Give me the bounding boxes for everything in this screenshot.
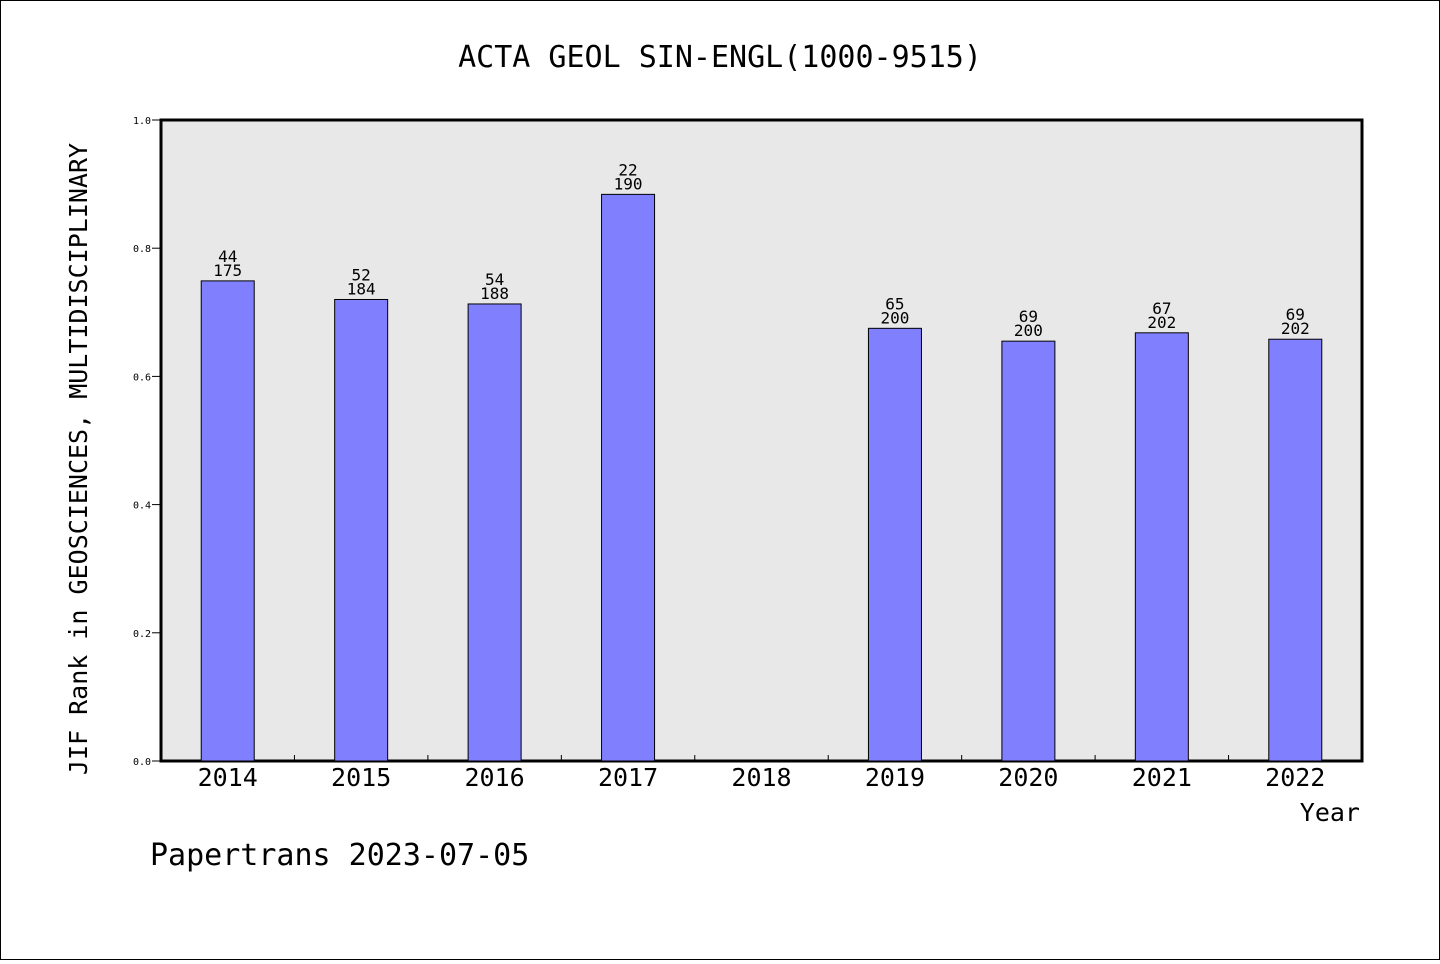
bar-rank-label: 69 <box>1286 305 1305 324</box>
bar-total-label: 200 <box>1014 321 1043 340</box>
bar-rank-label: 69 <box>1019 307 1038 326</box>
x-tick-label: 2021 <box>1132 763 1192 792</box>
bar-total-label: 202 <box>1147 313 1176 332</box>
y-axis-ticks: 0.0 0.2 0.4 0.6 0.8 1.0 <box>133 116 161 768</box>
x-tick-label: 2015 <box>331 763 391 792</box>
bar-2022 <box>1268 338 1323 762</box>
bar-total-label: 175 <box>213 261 242 280</box>
bar-2021 <box>1134 332 1189 762</box>
bar-2019 <box>867 327 922 762</box>
x-tick-label: 2019 <box>865 763 925 792</box>
bar-rank-label: 44 <box>218 247 237 266</box>
bar-total-label: 190 <box>614 174 643 193</box>
x-tick-label: 2016 <box>465 763 525 792</box>
chart-title: ACTA GEOL SIN-ENGL(1000-9515) <box>458 40 982 75</box>
footer-credit: Papertrans 2023-07-05 <box>150 838 529 873</box>
y-tick-label: 0.6 <box>133 372 151 383</box>
x-axis-label: Year <box>1300 798 1360 827</box>
x-tick-label: 2018 <box>731 763 791 792</box>
x-axis-ticks: 2014 2015 2016 2017 2018 2019 2020 2021 2022 <box>198 755 1325 792</box>
x-tick-label: 2017 <box>598 763 658 792</box>
bar-2014 <box>200 280 255 762</box>
bar-total-label: 202 <box>1281 319 1310 338</box>
bar-rank-label: 67 <box>1152 299 1171 318</box>
bar-rank-label: 65 <box>885 294 904 313</box>
x-tick-label: 2020 <box>998 763 1058 792</box>
y-tick-label: 0.8 <box>133 244 151 255</box>
bar-2016 <box>467 303 522 762</box>
bar-total-label: 184 <box>347 279 376 298</box>
bar-2020 <box>1001 340 1056 762</box>
bar-rank-label: 54 <box>485 270 504 289</box>
x-tick-label: 2014 <box>198 763 258 792</box>
y-axis-label: JIF Rank in GEOSCIENCES, MULTIDISCIPLINA… <box>64 143 93 775</box>
y-tick-label: 0.2 <box>133 629 151 640</box>
y-tick-label: 0.0 <box>133 757 151 768</box>
bar-2017 <box>601 193 656 762</box>
y-tick-label: 0.4 <box>133 501 151 512</box>
bars <box>200 193 1323 762</box>
bar-total-label: 188 <box>480 284 509 303</box>
bar-total-label: 200 <box>880 308 909 327</box>
y-tick-label: 1.0 <box>133 116 151 127</box>
bar-rank-label: 22 <box>618 160 637 179</box>
bar-rank-label: 52 <box>352 265 371 284</box>
x-tick-label: 2022 <box>1265 763 1325 792</box>
bar-2015 <box>334 298 389 762</box>
